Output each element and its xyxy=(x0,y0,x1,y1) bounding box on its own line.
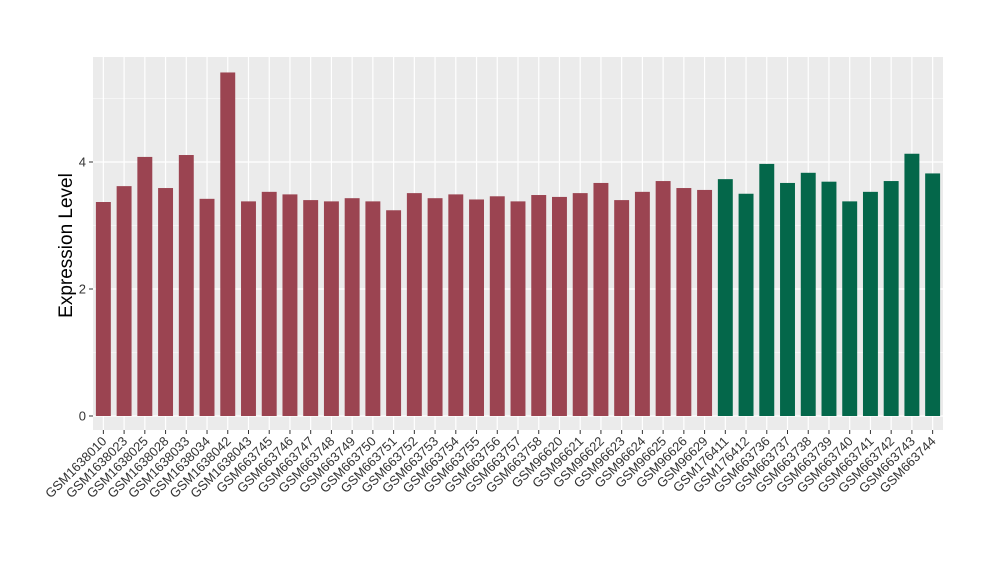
bar xyxy=(344,198,360,416)
bar xyxy=(655,181,671,416)
bar xyxy=(365,201,381,416)
bar xyxy=(821,181,837,416)
bar xyxy=(800,172,816,416)
bar xyxy=(862,191,878,416)
y-axis: 0 2 4 xyxy=(79,155,93,424)
bar xyxy=(510,201,526,416)
bar xyxy=(386,210,402,416)
bar xyxy=(634,191,650,416)
bar xyxy=(904,153,920,416)
bar xyxy=(676,188,692,416)
bar xyxy=(469,199,484,416)
bar xyxy=(282,194,298,416)
bar xyxy=(427,198,443,416)
bar xyxy=(158,188,174,416)
bar xyxy=(241,201,256,416)
y-tick-label: 4 xyxy=(79,155,86,170)
bar xyxy=(572,193,588,416)
bar xyxy=(759,163,775,416)
bar xyxy=(780,182,795,416)
bar xyxy=(717,179,733,416)
bar xyxy=(883,181,899,416)
bar xyxy=(323,201,339,416)
bar xyxy=(261,191,277,416)
bar xyxy=(178,155,194,416)
bar xyxy=(95,202,111,416)
bar xyxy=(448,194,464,416)
bar xyxy=(738,193,754,416)
bar xyxy=(303,200,319,416)
bar xyxy=(531,195,547,416)
bar xyxy=(406,193,422,416)
y-axis-title: Expression Level xyxy=(56,173,77,318)
bar xyxy=(220,72,236,416)
bar xyxy=(842,201,858,416)
bar xyxy=(137,156,153,417)
bar xyxy=(614,200,630,416)
y-tick-label: 0 xyxy=(79,409,86,424)
bar xyxy=(593,182,609,416)
x-axis: GSM1638010GSM1638023GSM1638025GSM1638028… xyxy=(42,430,939,501)
bar xyxy=(552,196,567,416)
y-tick-label: 2 xyxy=(79,282,86,297)
bar xyxy=(489,196,505,416)
bar xyxy=(697,189,713,416)
bar xyxy=(925,173,941,416)
bar xyxy=(199,198,215,416)
bar xyxy=(116,186,132,416)
bars xyxy=(95,72,941,417)
